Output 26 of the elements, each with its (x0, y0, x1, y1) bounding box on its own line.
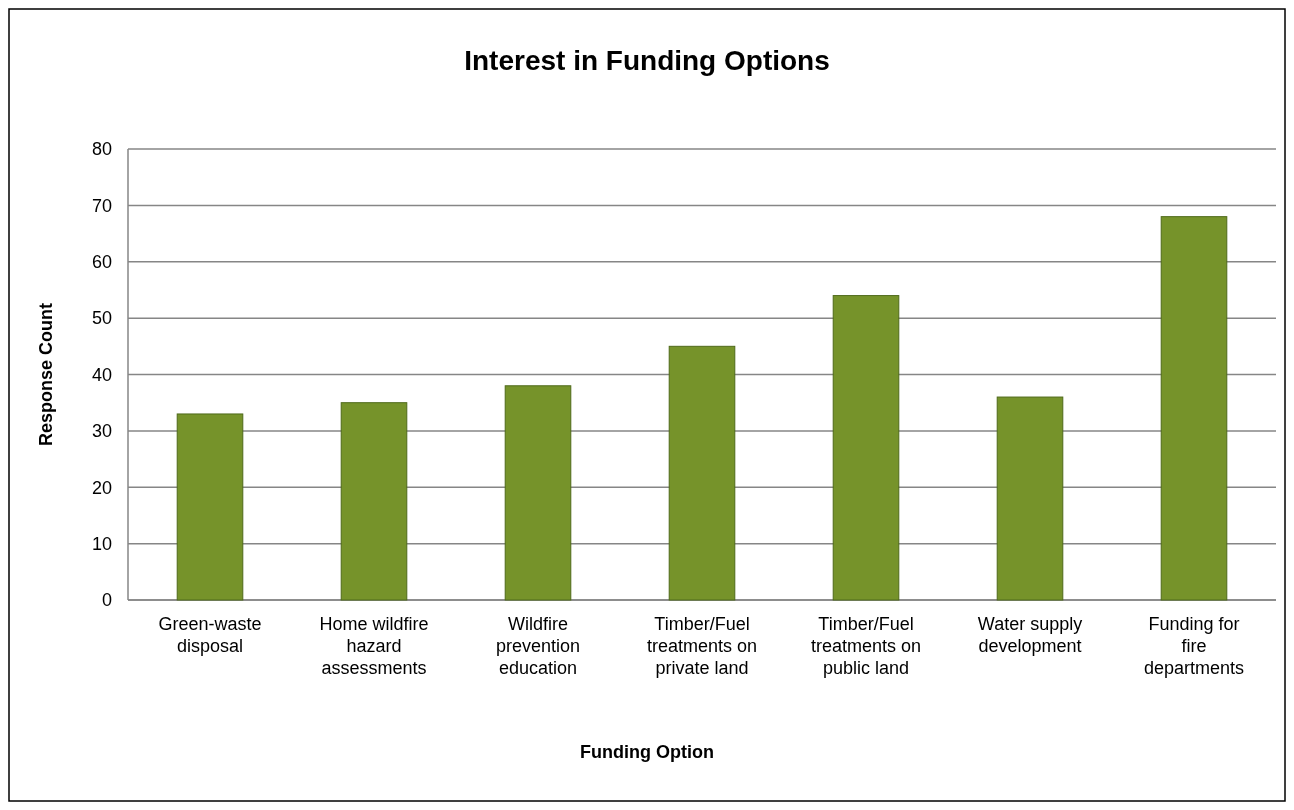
bar (668, 345, 736, 601)
bar (996, 396, 1064, 601)
y-axis-title: Response Count (36, 302, 56, 447)
y-tick-label: 0 (101, 590, 112, 611)
x-tick-label: Timber/Fuel treatments on public land (810, 614, 922, 678)
x-tick-label: Timber/Fuel treatments on private land (646, 614, 758, 678)
x-tick-label: Green-waste disposal (158, 614, 262, 656)
x-tick-label: Funding for fire departments (1143, 614, 1245, 678)
bar (340, 402, 408, 601)
x-axis-title: Funding Option (580, 742, 714, 762)
chart-title: Interest in Funding Options (464, 45, 830, 76)
y-tick-label: 70 (91, 195, 112, 216)
bar (176, 413, 244, 601)
x-tick-label: Water supply development (977, 614, 1083, 656)
y-tick-label: 80 (91, 139, 112, 160)
y-tick-label: 30 (91, 421, 112, 442)
y-tick-label: 20 (91, 477, 112, 498)
x-tick-label: Home wildfire hazard assessments (319, 614, 429, 678)
bar (1160, 216, 1228, 601)
x-tick-label: Wildfire prevention education (495, 614, 581, 678)
y-tick-label: 40 (91, 364, 112, 385)
bar (832, 295, 900, 601)
y-tick-label: 60 (91, 252, 112, 273)
y-tick-label: 10 (91, 533, 112, 554)
y-tick-label: 50 (91, 308, 112, 329)
bar (504, 385, 572, 601)
